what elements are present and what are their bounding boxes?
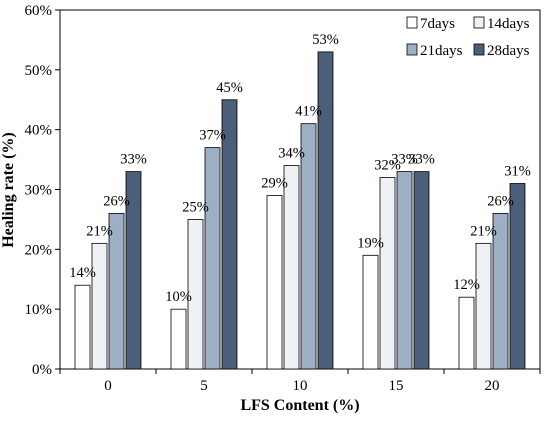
bar — [170, 308, 187, 370]
y-tick-label: 20% — [25, 242, 53, 258]
legend-swatch — [473, 43, 485, 56]
y-tick-label: 10% — [25, 302, 53, 318]
data-label: 45% — [216, 80, 243, 96]
x-tick-label: 20 — [485, 378, 500, 394]
data-label: 14% — [69, 265, 96, 281]
data-label: 21% — [86, 223, 113, 239]
data-label: 32% — [374, 158, 401, 174]
bar — [300, 123, 317, 370]
legend-label: 21days — [420, 43, 463, 59]
bar — [317, 51, 334, 370]
data-label: 12% — [453, 277, 480, 293]
x-tick-label: 0 — [104, 378, 112, 394]
ticks: 0% 10% 20% 30% 40% 50% 60% 0 5 10 15 20 — [25, 3, 541, 394]
bars — [74, 51, 526, 370]
bar — [74, 284, 91, 370]
data-label: 33% — [408, 152, 435, 168]
data-label: 34% — [278, 146, 305, 162]
x-tick-label: 15 — [389, 378, 404, 394]
bar — [379, 177, 396, 370]
bar — [458, 296, 475, 370]
data-label: 19% — [357, 235, 384, 251]
data-label: 26% — [487, 193, 514, 209]
x-tick-label: 5 — [200, 378, 208, 394]
data-label: 53% — [312, 32, 339, 48]
bar — [509, 183, 526, 370]
bar — [221, 99, 238, 370]
bar — [187, 219, 204, 370]
bar — [475, 242, 492, 370]
bar — [283, 165, 300, 370]
bar — [396, 171, 413, 370]
legend: 7days 14days 21days 28days — [406, 16, 530, 59]
bar — [91, 242, 108, 370]
y-tick-label: 30% — [25, 183, 53, 199]
legend-swatch — [473, 16, 485, 29]
bar — [266, 195, 283, 370]
data-label: 25% — [182, 199, 209, 215]
y-tick-label: 40% — [25, 123, 53, 139]
bar — [108, 213, 125, 370]
data-labels: 14% 10% 29% 19% 12% 21% 25% 34% 32% 21% 26% 37% 41% 3… — [69, 32, 531, 305]
data-label: 21% — [470, 223, 497, 239]
data-label: 33% — [120, 152, 147, 168]
bar — [204, 147, 221, 370]
y-tick-label: 60% — [25, 3, 53, 19]
bar — [492, 213, 509, 370]
data-label: 10% — [165, 289, 192, 305]
legend-label: 14days — [487, 16, 530, 32]
bar — [362, 254, 379, 370]
bar — [125, 171, 142, 370]
data-label: 37% — [199, 128, 226, 144]
bar — [413, 171, 430, 370]
y-tick-label: 0% — [32, 362, 52, 378]
y-tick-label: 50% — [25, 63, 53, 79]
legend-swatch — [406, 43, 418, 56]
data-label: 41% — [295, 104, 322, 120]
legend-label: 28days — [487, 43, 530, 59]
legend-label: 7days — [420, 16, 455, 32]
x-axis-title: LFS Content (%) — [240, 397, 359, 414]
x-tick-label: 10 — [293, 378, 308, 394]
legend-swatch — [406, 16, 418, 29]
data-label: 26% — [103, 193, 130, 209]
data-label: 31% — [504, 164, 531, 180]
data-label: 33% — [391, 152, 418, 168]
y-axis-title: Healing rate (%) — [0, 132, 17, 248]
data-label: 29% — [261, 175, 288, 191]
